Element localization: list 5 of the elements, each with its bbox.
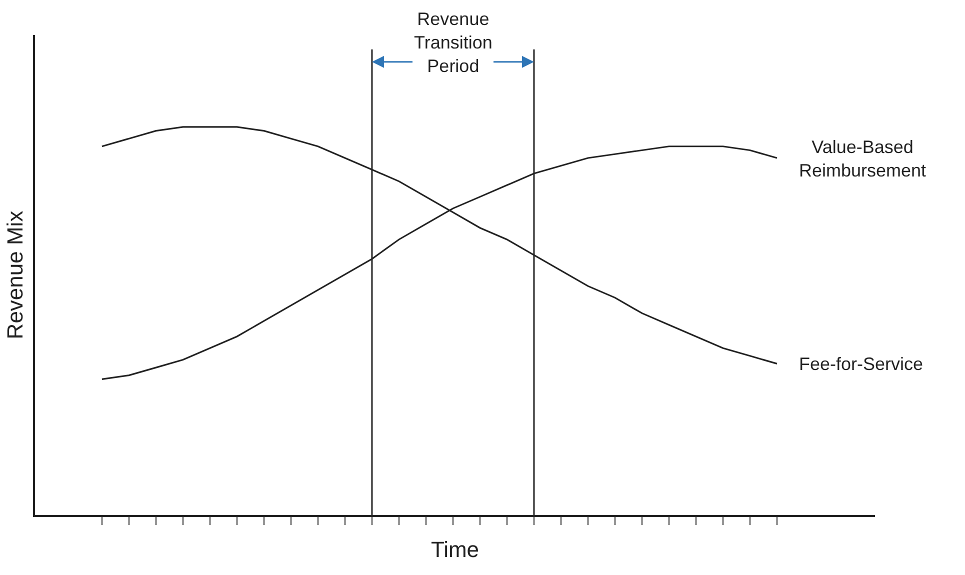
series-label: Value-Based Reimbursement <box>799 137 926 180</box>
series-label: Fee-for-Service <box>799 354 924 374</box>
x-axis-title: Time <box>430 537 480 562</box>
y-axis-title: Revenue Mix <box>2 210 28 340</box>
text: Revenue Transition Period <box>414 9 492 76</box>
